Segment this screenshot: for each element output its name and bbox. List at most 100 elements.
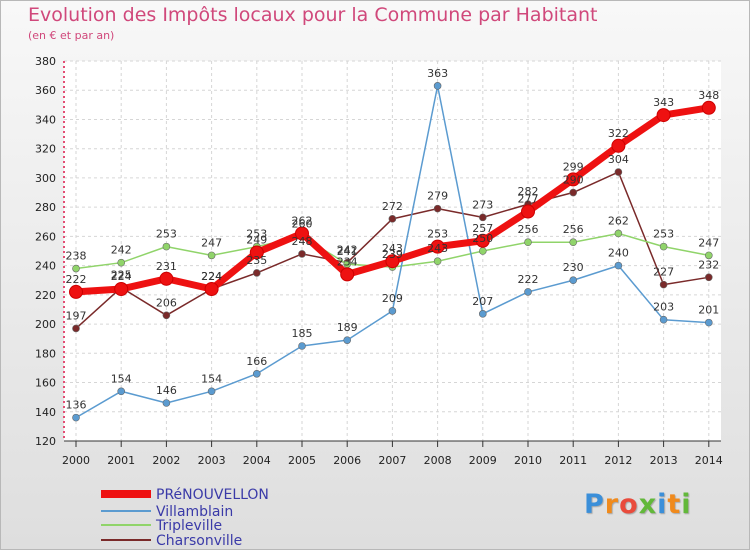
data-point [385,254,400,269]
data-point [478,213,487,222]
data-point [388,215,397,223]
data-point [298,342,306,350]
data-label: 227 [653,266,674,279]
data-point [295,226,309,241]
data-label: 250 [472,232,493,245]
y-tick-label: 160 [35,377,56,390]
data-point [614,261,623,270]
logo-letter: i [657,489,668,520]
data-label: 253 [156,228,177,241]
y-tick-label: 340 [35,113,56,126]
data-label: 253 [427,228,448,241]
data-label: 242 [337,244,358,257]
x-tick-label: 2010 [514,454,542,467]
data-point [614,229,623,238]
data-label: 197 [66,309,87,322]
logo-letter: i [681,489,692,520]
data-label: 322 [608,127,629,140]
data-label: 343 [653,96,674,109]
data-label: 299 [563,160,584,173]
x-tick-label: 2001 [107,454,135,467]
x-tick-label: 2011 [559,454,587,467]
data-label: 253 [246,228,267,241]
data-point [524,238,532,247]
logo-letter: o [619,489,639,520]
data-label: 249 [246,233,267,246]
x-tick-label: 2009 [469,454,497,467]
data-label: 234 [337,255,358,268]
data-label: 304 [608,153,629,166]
data-point [249,245,264,260]
data-label: 279 [427,190,448,203]
data-point [478,310,487,318]
y-tick-label: 360 [35,84,56,97]
data-label: 146 [156,384,177,397]
data-point [569,188,578,197]
data-label: 272 [382,200,403,213]
legend-label: PRéNOUVELLON [156,487,269,503]
data-point [72,264,80,273]
data-label: 224 [201,270,222,283]
data-point [162,311,171,320]
data-label: 277 [518,193,539,206]
data-point [524,288,532,296]
legend-label: Villamblain [156,504,233,520]
data-label: 256 [563,223,584,236]
data-point [614,168,623,176]
data-point [569,238,578,247]
data-label: 262 [608,214,629,227]
data-label: 222 [66,273,87,286]
data-label: 273 [472,198,493,211]
data-point [433,257,442,266]
data-label: 239 [382,248,403,261]
data-point [704,273,713,282]
data-label: 224 [111,270,132,283]
data-label: 243 [382,242,403,255]
data-label: 240 [608,247,629,260]
data-label: 260 [292,217,313,230]
y-tick-label: 140 [35,406,56,419]
data-label: 235 [246,254,267,267]
data-label: 248 [292,235,313,248]
y-tick-label: 240 [35,260,56,273]
data-label: 290 [563,174,584,187]
data-label: 243 [427,242,448,255]
x-tick-label: 2014 [695,454,723,467]
logo-letter: P [584,489,605,520]
data-point [204,282,219,296]
legend-label: Charsonville [156,533,242,549]
chart-subtitle: (en € et par an) [28,29,115,42]
data-label: 222 [518,273,539,286]
data-label: 257 [472,222,493,235]
data-point [478,247,487,255]
data-point [569,276,578,285]
data-point [207,387,216,396]
x-tick-label: 2000 [62,454,90,467]
data-label: 185 [292,327,313,340]
x-tick-label: 2013 [650,454,678,467]
data-point [475,233,490,248]
data-point [162,399,171,407]
data-point [253,269,261,277]
data-label: 282 [518,185,539,198]
logo-letter: x [638,489,658,520]
data-point [433,204,442,213]
y-tick-label: 200 [35,318,56,331]
data-point [430,239,445,254]
data-label: 241 [337,245,358,258]
data-point [72,413,80,422]
data-label: 262 [292,214,313,227]
data-point [659,315,668,324]
data-point [340,267,355,282]
x-tick-label: 2008 [424,454,452,467]
logo-letter: r [604,489,620,520]
data-label: 363 [427,67,448,80]
x-tick-label: 2006 [333,454,361,467]
data-point [656,108,671,123]
data-label: 209 [382,292,403,305]
data-label: 256 [518,223,539,236]
data-point [521,204,535,219]
data-label: 247 [201,236,222,249]
